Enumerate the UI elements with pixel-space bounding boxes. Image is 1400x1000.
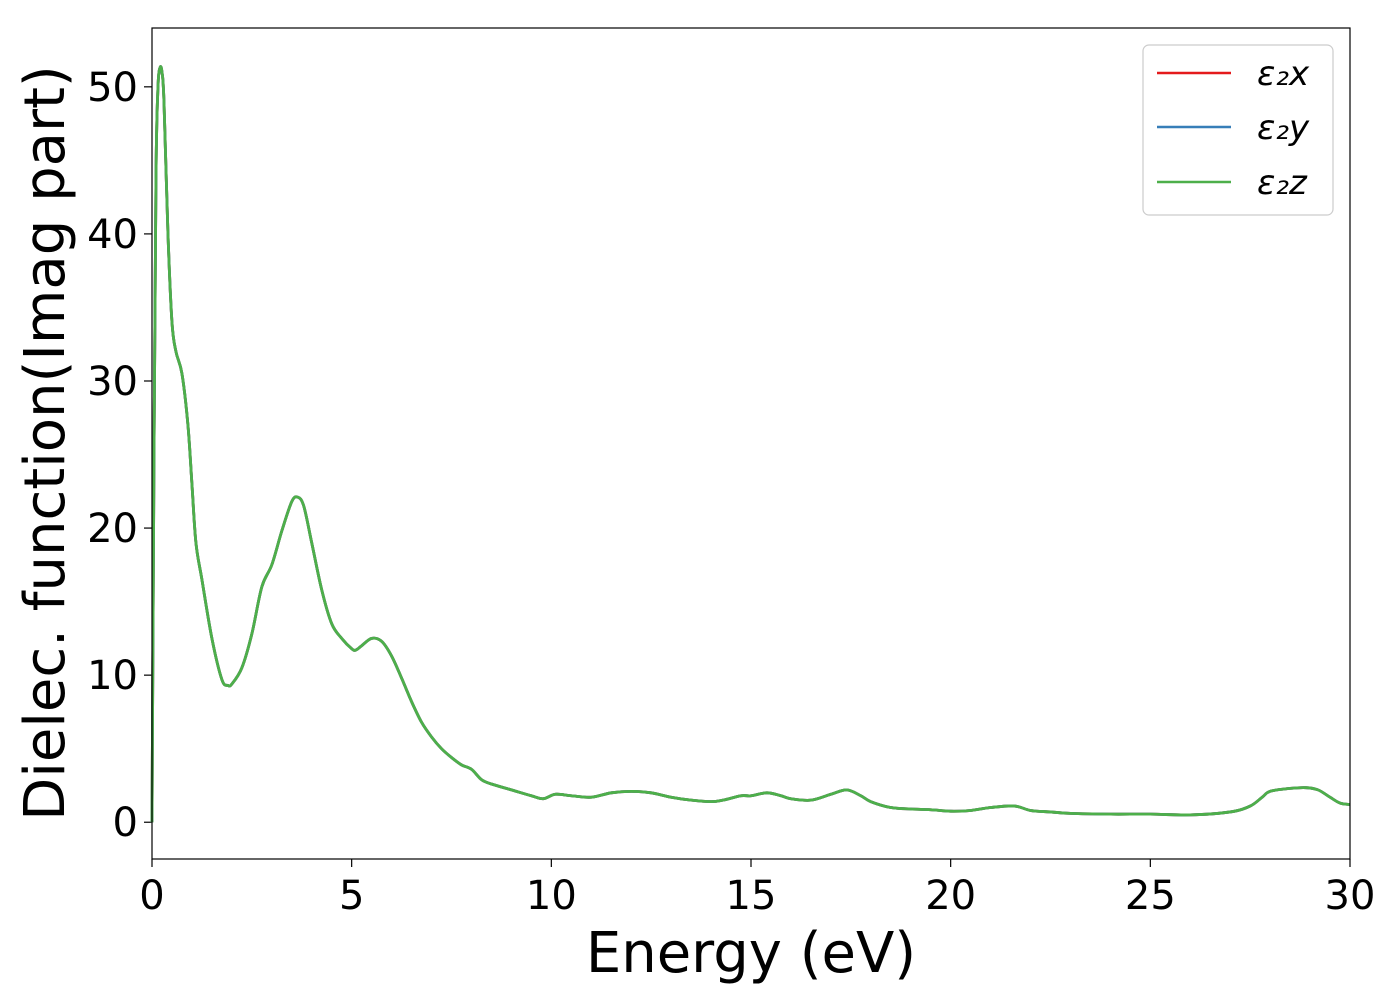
series-lines xyxy=(150,65,1351,823)
plot-frame xyxy=(151,27,1351,860)
x-axis-ticks: 0 5 10 15 20 25 30 xyxy=(139,859,1375,919)
y-tick-label: 10 xyxy=(87,653,138,699)
legend-label-z: ε₂z xyxy=(1257,163,1308,203)
x-tick-label: 20 xyxy=(925,873,976,919)
y-axis-title: Dielec. function(Imag part) xyxy=(13,65,78,821)
legend-label-y: ε₂y xyxy=(1257,108,1310,148)
x-axis-title: Energy (eV) xyxy=(586,921,916,986)
y-tick-label: 20 xyxy=(87,506,138,552)
x-tick-label: 5 xyxy=(339,873,364,919)
legend-box xyxy=(1142,44,1334,216)
x-tick-label: 25 xyxy=(1125,873,1176,919)
x-tick-label: 30 xyxy=(1325,873,1376,919)
x-tick-label: 15 xyxy=(726,873,777,919)
x-tick-label: 0 xyxy=(139,873,164,919)
legend-label-x: ε₂x xyxy=(1257,54,1310,94)
legend: ε₂x ε₂y ε₂z xyxy=(1142,44,1334,216)
y-axis-ticks: 0 10 20 30 40 50 xyxy=(87,65,152,846)
series-line-z xyxy=(150,65,1351,823)
y-tick-label: 0 xyxy=(113,800,138,846)
y-tick-label: 30 xyxy=(87,359,138,405)
y-tick-label: 40 xyxy=(87,212,138,258)
x-tick-label: 10 xyxy=(526,873,577,919)
y-tick-label: 50 xyxy=(87,65,138,111)
